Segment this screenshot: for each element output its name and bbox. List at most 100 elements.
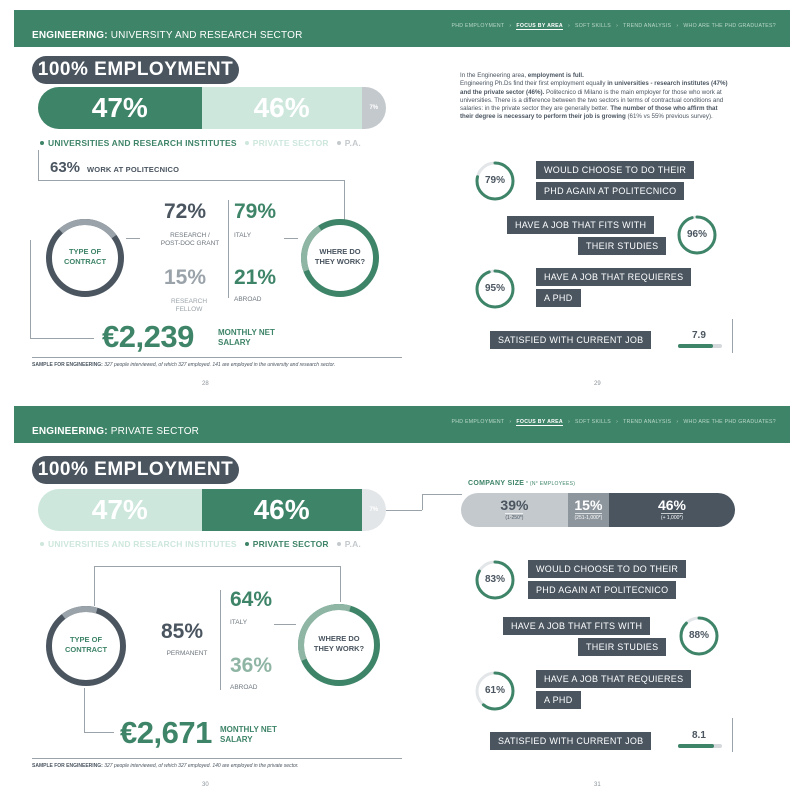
satisfied-bar	[678, 744, 722, 748]
page-header: ENGINEERING: PRIVATE SECTOR PHD EMPLOYME…	[14, 406, 790, 443]
nav-who-are-graduates[interactable]: WHO ARE THE PHD GRADUATES?	[683, 23, 776, 29]
where-label-abroad: ABROAD	[230, 684, 258, 691]
sector-bar: 47% 46% 7%	[38, 489, 386, 531]
company-size-bar: 39% (1-250*) 15% (251-1,000*) 46% (+ 1,000*…	[461, 493, 735, 527]
satisfied-bar-fill	[678, 744, 714, 748]
where-label-abroad: ABROAD	[234, 296, 262, 303]
page-number-left: 30	[202, 782, 209, 788]
employment-badge: 100% EMPLOYMENT	[32, 56, 239, 84]
where-donut	[301, 219, 379, 297]
label-fits-studies-1: HAVE A JOB THAT FITS WITH	[507, 216, 655, 234]
polimi-label: WORK AT POLITECNICO	[87, 165, 180, 174]
contract-stat-fellow: 15%	[164, 266, 207, 289]
satisfied-value: 7.9	[692, 330, 706, 341]
connector	[284, 238, 298, 239]
employment-badge: 100% EMPLOYMENT	[32, 456, 239, 484]
sample-note: SAMPLE FOR ENGINEERING: 327 people inter…	[32, 362, 336, 368]
spread-private-sector: ENGINEERING: PRIVATE SECTOR PHD EMPLOYME…	[14, 406, 790, 789]
company-seg-small: 39% (1-250*)	[461, 493, 568, 527]
page-header: ENGINEERING: UNIVERSITY AND RESEARCH SEC…	[14, 10, 790, 47]
connector	[84, 732, 114, 733]
salary-amount: €2,671	[120, 715, 212, 750]
nav-focus-by-area[interactable]: FOCUS BY AREA	[516, 23, 563, 30]
gauge-choose-again	[475, 560, 515, 600]
label-satisfied: SATISFIED WITH CURRENT JOB	[490, 732, 652, 750]
top-nav: PHD EMPLOYMENT › FOCUS BY AREA › SOFT SKIL…	[451, 419, 776, 426]
sample-note: SAMPLE FOR ENGINEERING: 327 people inter…	[32, 763, 299, 769]
connector	[126, 238, 140, 239]
contract-label-fellow: RESEARCH FELLOW	[170, 298, 208, 313]
label-fits-studies-2: THEIR STUDIES	[578, 237, 667, 255]
legend-private: PRIVATE SECTOR	[244, 138, 329, 148]
connector	[30, 240, 31, 338]
bar-segment-private: 46%	[201, 489, 362, 531]
page-number-left: 28	[202, 381, 209, 387]
connector	[30, 338, 94, 339]
sector-bar: 47% 46% 7%	[38, 87, 386, 129]
where-title: WHERE DO THEY WORK?	[314, 247, 366, 266]
label-requires-phd-2: A PHD	[536, 289, 581, 307]
gauge-fits-studies	[677, 215, 717, 255]
label-requires-phd-1: HAVE A JOB THAT REQUIERES	[536, 670, 692, 688]
page-title: ENGINEERING: UNIVERSITY AND RESEARCH SEC…	[32, 30, 303, 41]
nav-who-are-graduates[interactable]: WHO ARE THE PHD GRADUATES?	[683, 419, 776, 425]
where-label-italy: ITALY	[230, 619, 248, 626]
connector	[386, 510, 422, 511]
where-stat-abroad: 21%	[234, 266, 277, 289]
label-choose-again-1: WOULD CHOOSE TO DO THEIR	[528, 560, 687, 578]
where-stat-italy: 64%	[230, 588, 273, 611]
contract-donut	[46, 219, 124, 297]
gauge-requires-phd-value: 61%	[484, 685, 505, 696]
nav-phd-employment[interactable]: PHD EMPLOYMENT	[451, 419, 505, 425]
label-satisfied: SATISFIED WITH CURRENT JOB	[490, 331, 652, 349]
contract-label-permanent: PERMANENT	[166, 650, 208, 657]
gauge-fits-studies-value: 96%	[686, 229, 707, 240]
connector	[344, 180, 345, 220]
contract-label-research: RESEARCH / POST-DOC GRANT	[160, 232, 220, 247]
nav-trend-analysis[interactable]: TREND ANALYSIS	[623, 23, 672, 29]
nav-soft-skills[interactable]: SOFT SKILLS	[575, 23, 612, 29]
nav-focus-by-area[interactable]: FOCUS BY AREA	[516, 419, 563, 426]
intro-paragraph: In the Engineering area, employment is f…	[460, 72, 728, 121]
where-stat-abroad: 36%	[230, 654, 273, 677]
gauge-choose-again-value: 79%	[484, 175, 505, 186]
company-seg-medium: 15% (251-1,000*)	[567, 493, 609, 527]
gauge-choose-again	[475, 161, 515, 201]
page-number-right: 29	[594, 381, 601, 387]
label-requires-phd-2: A PHD	[536, 691, 581, 709]
page-title: ENGINEERING: PRIVATE SECTOR	[32, 426, 200, 437]
gauge-fits-studies	[679, 616, 719, 656]
bar-segment-private: 46%	[201, 87, 362, 129]
legend-private: PRIVATE SECTOR	[244, 539, 329, 549]
contract-stat-permanent: 85%	[161, 620, 204, 643]
salary-amount: €2,239	[102, 319, 194, 354]
connector	[274, 624, 296, 625]
page-number-right: 31	[594, 782, 601, 788]
satisfied-value: 8.1	[692, 730, 706, 741]
where-label-italy: ITALY	[234, 232, 252, 239]
company-size-title: COMPANY SIZE * (N° EMPLOYEES)	[468, 480, 576, 487]
sector-legend: UNIVERSITIES AND RESEARCH INSTITUTES PRI…	[40, 138, 361, 148]
bar-segment-pa: 7%	[361, 87, 386, 129]
gauge-requires-phd-value: 95%	[484, 283, 505, 294]
contract-title: TYPE OF CONTRACT	[63, 247, 107, 266]
connector	[422, 494, 423, 510]
salary-label: MONTHLY NET SALARY	[218, 328, 275, 347]
contract-stat-research: 72%	[164, 200, 207, 223]
gauge-choose-again-value: 83%	[484, 574, 505, 585]
connector	[38, 150, 39, 180]
gauge-fits-studies-value: 88%	[688, 630, 709, 641]
satisfied-bar	[678, 344, 722, 348]
nav-soft-skills[interactable]: SOFT SKILLS	[575, 419, 612, 425]
connector	[38, 180, 344, 181]
nav-trend-analysis[interactable]: TREND ANALYSIS	[623, 419, 672, 425]
label-choose-again-2: PHD AGAIN AT POLITECNICO	[528, 581, 677, 599]
divider	[732, 718, 733, 752]
label-requires-phd-1: HAVE A JOB THAT REQUIERES	[536, 268, 692, 286]
connector	[94, 566, 340, 567]
legend-universities: UNIVERSITIES AND RESEARCH INSTITUTES	[40, 539, 237, 549]
nav-phd-employment[interactable]: PHD EMPLOYMENT	[451, 23, 505, 29]
label-fits-studies-1: HAVE A JOB THAT FITS WITH	[503, 617, 651, 635]
connector	[94, 566, 95, 606]
label-fits-studies-2: THEIR STUDIES	[578, 638, 667, 656]
